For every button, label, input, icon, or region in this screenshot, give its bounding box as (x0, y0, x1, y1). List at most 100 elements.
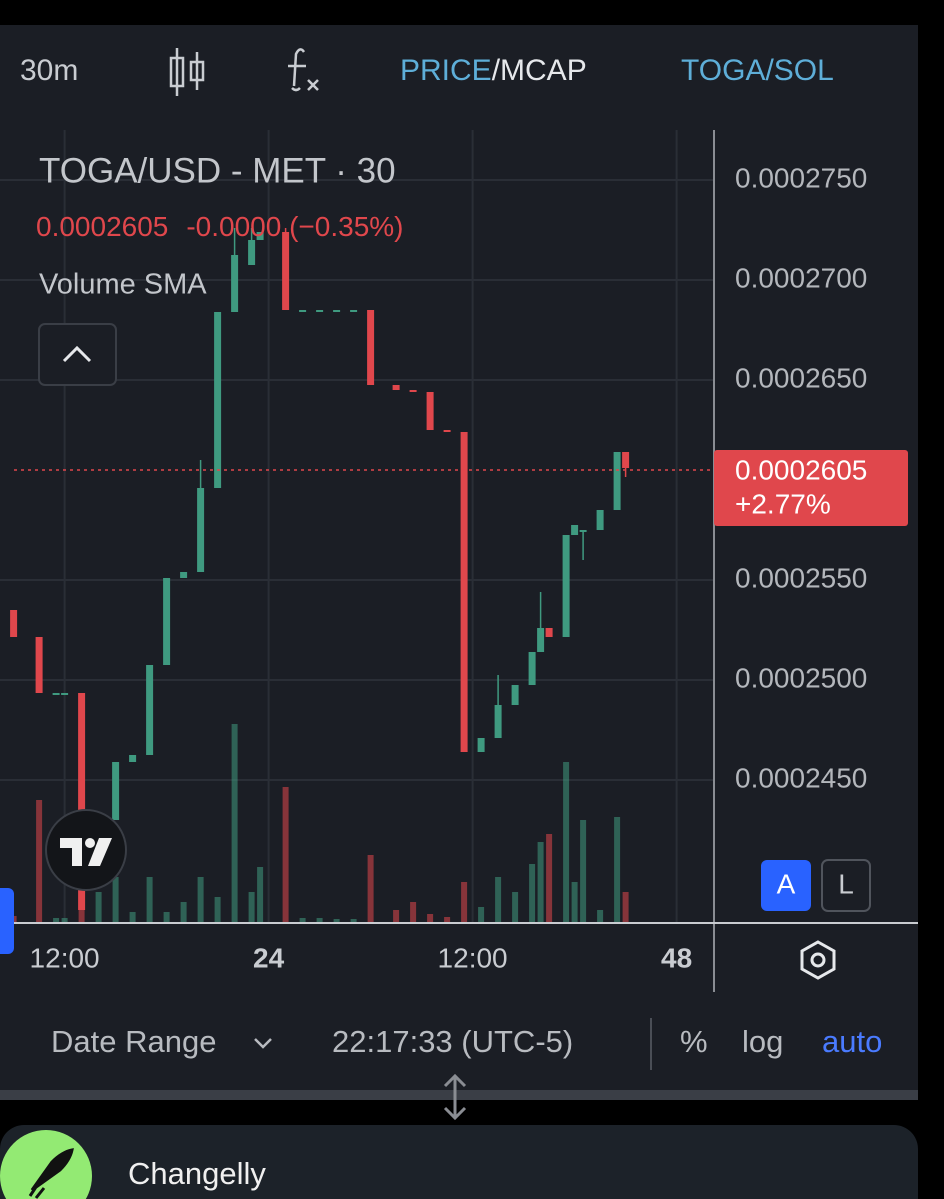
volume-bar (427, 914, 434, 922)
volume-bar (512, 892, 519, 922)
candle-body (443, 430, 451, 432)
volume-bar (316, 918, 323, 922)
exchange-card[interactable] (0, 1125, 918, 1199)
volume-bar (393, 910, 400, 922)
candle-icon[interactable] (169, 48, 205, 96)
candle-body (10, 610, 18, 637)
candle-body (248, 240, 256, 265)
chart-panel (0, 25, 918, 1100)
candle-body (333, 310, 341, 312)
percent-toggle[interactable]: % (680, 1024, 708, 1059)
candle-body (367, 310, 375, 385)
pair-toggle[interactable]: TOGA/SOL (681, 54, 834, 87)
volume-bar (129, 912, 136, 922)
y-tick-label: 0.0002500 (735, 662, 867, 693)
collapse-button[interactable] (38, 323, 117, 386)
volume-bar (350, 919, 357, 922)
candle-body (163, 578, 171, 665)
date-range-chevron (254, 1038, 272, 1049)
log-toggle[interactable]: log (742, 1024, 783, 1059)
clock: 22:17:33 (UTC-5) (332, 1024, 573, 1059)
candle-body (214, 312, 222, 488)
auto-toggle[interactable]: auto (822, 1024, 882, 1059)
last-change-label: +2.77% (735, 488, 831, 519)
volume-bar (622, 892, 629, 922)
log-scale-button[interactable] (821, 859, 871, 912)
candle-body (78, 693, 86, 910)
x-tick-label: 48 (661, 942, 692, 973)
candle-body (231, 255, 239, 312)
y-tick-label: 0.0002700 (735, 262, 867, 293)
volume-bar (537, 842, 544, 922)
candle-body (494, 705, 502, 738)
y-tick-label: 0.0002450 (735, 762, 867, 793)
volume-bar (571, 882, 578, 922)
changelly-icon (0, 1130, 92, 1199)
volume-bar (248, 892, 255, 922)
candle-body (460, 432, 468, 752)
volume-bar (146, 877, 153, 922)
candle-body (129, 755, 137, 762)
volume-bar (444, 917, 451, 922)
legend-change: -0.0000 (−0.35%) (186, 211, 403, 242)
candle-body (112, 762, 120, 820)
candle-body (545, 628, 553, 637)
candle-body (350, 310, 358, 312)
volume-bar (163, 912, 170, 922)
volume-bar (299, 918, 306, 922)
volume-bar (180, 902, 187, 922)
candle-body (409, 390, 417, 392)
auto-scale-label[interactable]: A (777, 868, 796, 899)
x-tick-label: 24 (253, 942, 285, 973)
settings-icon[interactable] (800, 940, 836, 980)
price-label[interactable]: PRICE (400, 54, 492, 87)
candle-body (52, 693, 60, 695)
volume-bar (529, 864, 536, 922)
candle-body (571, 525, 579, 535)
legend-indicator: Volume SMA (39, 269, 207, 301)
price-mcap-toggle[interactable]: PRICE/MCAP (400, 54, 587, 87)
candle-body (299, 310, 307, 312)
candle-body (596, 510, 604, 530)
volume-bar (614, 817, 621, 922)
resize-handle[interactable] (443, 1073, 467, 1121)
y-tick-label: 0.0002550 (735, 562, 867, 593)
candle-body (511, 685, 519, 705)
candle-body (316, 310, 324, 312)
candle-body (35, 637, 43, 693)
candle-body (579, 530, 587, 532)
volume-layer (10, 724, 629, 922)
candle-body (180, 572, 188, 578)
volume-bar (580, 820, 587, 922)
candle-body (61, 693, 69, 695)
rocket-icon (28, 1148, 74, 1199)
candle-body (197, 488, 205, 572)
candle-body (537, 628, 545, 652)
candle-body (282, 232, 290, 310)
candle-body (562, 535, 570, 637)
indicator-icon[interactable] (288, 48, 319, 92)
y-tick-label: 0.0002650 (735, 362, 867, 393)
tv-logo (45, 809, 127, 891)
volume-bar (495, 877, 502, 922)
plot (0, 130, 714, 922)
volume-bar (367, 855, 374, 922)
volume-bar (546, 834, 553, 922)
side-tab[interactable] (0, 888, 14, 954)
volume-bar (597, 910, 604, 922)
resize-bar[interactable] (0, 1090, 918, 1100)
auto-scale-button[interactable] (761, 860, 811, 911)
candle-body (528, 652, 536, 685)
mcap-label[interactable]: /MCAP (492, 54, 587, 87)
exchange-name: Changelly (128, 1156, 266, 1191)
legend-close: 0.0002605 (36, 211, 168, 242)
volume-bar (282, 787, 289, 922)
volume-bar (563, 762, 570, 922)
candle-body (426, 392, 434, 430)
volume-bar (410, 902, 417, 922)
interval[interactable]: 30m (20, 54, 78, 87)
log-scale-label[interactable]: L (838, 868, 854, 899)
date-range[interactable]: Date Range (51, 1024, 216, 1059)
